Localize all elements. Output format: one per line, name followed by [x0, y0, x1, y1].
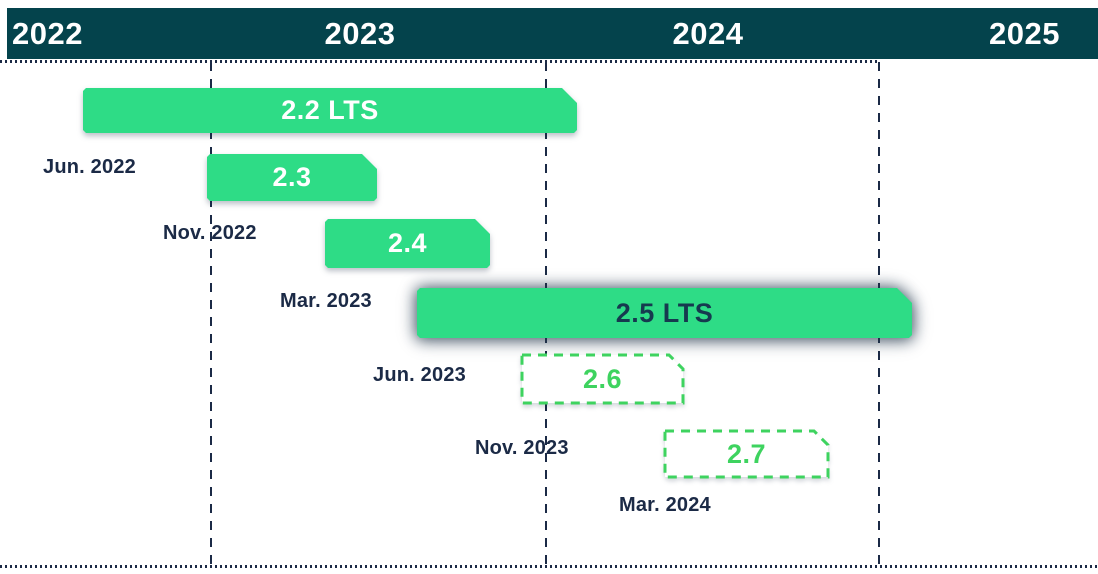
- bar-2.3: 2.3: [207, 154, 377, 201]
- bar-2.2-lts-fill: 2.2 LTS: [83, 88, 577, 133]
- bar-2.7-label: 2.7: [726, 438, 767, 469]
- date-label-jun-2022: Jun. 2022: [43, 156, 136, 178]
- bar-2.5-lts: 2.5 LTS: [417, 288, 912, 338]
- date-label-nov-2023: Nov. 2023: [475, 437, 569, 459]
- dotted-rule-top: [0, 60, 879, 63]
- date-label-jun-2023: Jun. 2023: [373, 364, 466, 386]
- bar-2.3-fill: 2.3: [207, 154, 377, 201]
- bar-2.3-label: 2.3: [272, 162, 312, 192]
- bar-2.6-label: 2.6: [582, 363, 623, 394]
- bar-2.7-planned: 2.7: [663, 429, 830, 479]
- year-label-2022: 2022: [12, 15, 83, 51]
- dashed-outline-2.6: [520, 353, 685, 405]
- year-gridline-2023: [210, 62, 212, 565]
- date-label-nov-2022: Nov. 2022: [163, 222, 257, 244]
- bar-2.5-lts-label: 2.5 LTS: [615, 297, 714, 328]
- year-label-2025: 2025: [989, 15, 1060, 51]
- bar-2.2-lts-label: 2.2 LTS: [281, 95, 379, 125]
- date-label-mar-2023: Mar. 2023: [280, 290, 372, 312]
- bar-2.6-planned: 2.6: [520, 353, 685, 405]
- date-label-mar-2024: Mar. 2024: [619, 494, 711, 516]
- dashed-outline-2.7: [663, 429, 830, 479]
- bar-2.4-fill: 2.4: [325, 219, 490, 268]
- dotted-rule-bottom: [0, 565, 1098, 568]
- bar-2.4: 2.4: [325, 219, 490, 268]
- year-label-2023: 2023: [324, 15, 396, 51]
- year-header-band: 2022 2023 2024 2025: [7, 8, 1098, 59]
- bar-2.4-label: 2.4: [387, 228, 428, 258]
- year-label-2024: 2024: [672, 15, 744, 51]
- bar-2.5-lts-fill: 2.5 LTS: [417, 288, 912, 338]
- bar-2.2-lts: 2.2 LTS: [83, 88, 577, 133]
